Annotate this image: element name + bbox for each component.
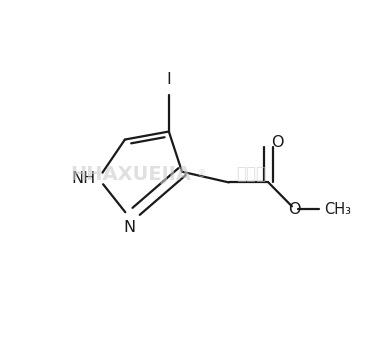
Text: ®: ® (196, 169, 206, 180)
Text: O: O (271, 135, 284, 150)
Text: NH: NH (71, 171, 96, 186)
Text: O: O (288, 202, 301, 217)
Text: CH₃: CH₃ (324, 202, 351, 217)
Text: I: I (166, 72, 171, 87)
Text: HHAXUEJIA: HHAXUEJIA (70, 165, 191, 184)
Text: N: N (123, 220, 135, 235)
Text: 化学加: 化学加 (236, 165, 266, 183)
